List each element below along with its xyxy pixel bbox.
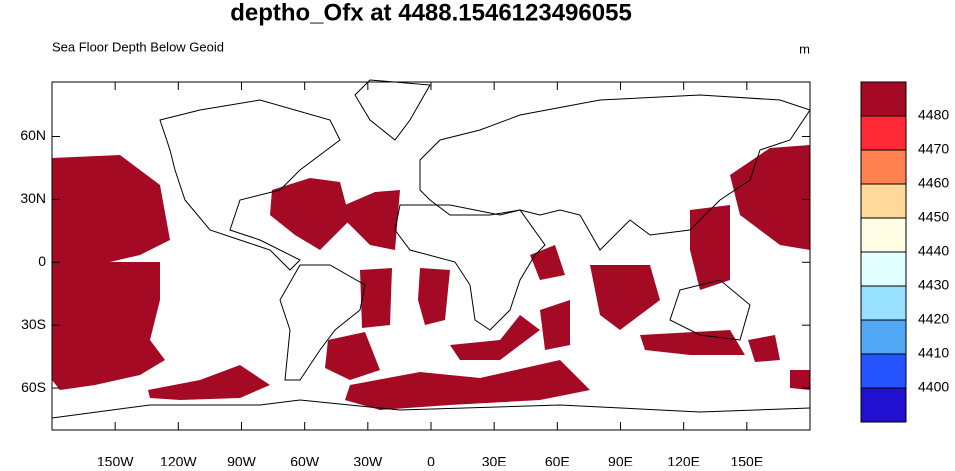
- colorbar-box: [860, 115, 907, 151]
- data-region: [530, 245, 565, 280]
- x-tick-label: 150W: [97, 454, 134, 466]
- colorbar-box: [860, 183, 907, 219]
- colorbar-label: 4470: [918, 141, 949, 157]
- data-region: [790, 370, 810, 390]
- data-region: [345, 190, 400, 250]
- x-tick-label: 90W: [227, 454, 257, 466]
- x-tick-label: 0: [427, 454, 435, 466]
- data-region: [325, 332, 380, 380]
- data-region: [360, 268, 392, 328]
- subtitle: Sea Floor Depth Below Geoid: [52, 39, 224, 54]
- colorbar-label: 4460: [918, 175, 949, 191]
- coastline: [419, 94, 811, 251]
- data-region: [730, 145, 810, 250]
- data-region: [540, 300, 570, 350]
- coastline: [669, 279, 751, 341]
- colorbar-box: [860, 251, 907, 287]
- data-field: [52, 145, 810, 410]
- colorbar-box: [860, 285, 907, 321]
- y-tick-label: 30S: [21, 316, 46, 332]
- x-tick-label: 30W: [353, 454, 383, 466]
- data-region: [418, 268, 450, 325]
- x-tick-label: 60W: [290, 454, 320, 466]
- coastline: [279, 264, 366, 381]
- y-tick-label: 60S: [21, 379, 46, 395]
- colorbar-box: [860, 353, 907, 389]
- x-tick-label: 60E: [545, 454, 570, 466]
- colorbar-box: [860, 149, 907, 185]
- data-region: [640, 330, 745, 355]
- colorbar-box: [860, 387, 907, 423]
- data-region: [148, 365, 270, 400]
- y-tick-label: 60N: [20, 127, 46, 143]
- coastline: [51, 399, 811, 419]
- coastlines: [51, 79, 811, 419]
- colorbar-label: 4480: [918, 107, 949, 123]
- colorbar-label: 4420: [918, 311, 949, 327]
- data-region: [690, 205, 730, 290]
- units: m: [799, 41, 810, 56]
- title: deptho_Ofx at 4488.1546123496055: [230, 0, 632, 26]
- colorbar-box: [860, 81, 907, 117]
- colorbar-label: 4450: [918, 209, 949, 225]
- coastline: [159, 99, 341, 271]
- data-region: [270, 178, 350, 250]
- colorbar-box: [860, 319, 907, 355]
- data-region: [450, 315, 540, 360]
- coastline: [354, 79, 431, 141]
- data-region: [345, 360, 590, 410]
- x-tick-label: 150E: [730, 454, 763, 466]
- x-tick-label: 30E: [482, 454, 507, 466]
- colorbar-box: [860, 217, 907, 253]
- y-tick-label: 30N: [20, 190, 46, 206]
- y-tick-label: 0: [38, 253, 46, 269]
- coastline: [394, 204, 546, 331]
- x-tick-label: 90E: [608, 454, 633, 466]
- colorbar-label: 4430: [918, 277, 949, 293]
- x-tick-label: 120E: [667, 454, 700, 466]
- data-region: [52, 155, 170, 390]
- x-tick-label: 120W: [160, 454, 197, 466]
- colorbar-label: 4440: [918, 243, 949, 259]
- colorbar-label: 4400: [918, 379, 949, 395]
- data-region: [748, 335, 780, 362]
- data-region: [590, 265, 660, 330]
- colorbar-label: 4410: [918, 345, 949, 361]
